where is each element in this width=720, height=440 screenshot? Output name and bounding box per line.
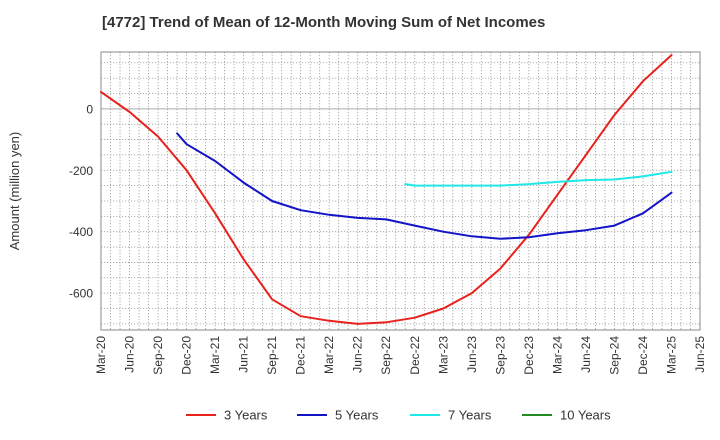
x-tick-labels: Mar-20 Jun-20 Sep-20 Dec-20 Mar-21 Jun-21 Sep-…	[94, 336, 707, 375]
y-tick-labels: 0 -200 -400 -600	[69, 102, 93, 300]
chart-title: [4772] Trend of Mean of 12-Month Moving …	[102, 14, 546, 31]
legend-item: 3 Years	[186, 408, 268, 423]
y-axis-label: Amount (million yen)	[7, 132, 22, 251]
x-tick-label: Sep-24	[607, 336, 621, 375]
y-tick-label: -600	[69, 287, 93, 301]
legend-item: 5 Years	[297, 408, 379, 423]
x-tick-label: Sep-22	[379, 336, 393, 375]
x-tick-label: Mar-25	[665, 336, 679, 374]
y-tick-label: -400	[69, 225, 93, 239]
x-tick-label: Jun-24	[579, 336, 593, 373]
x-tick-label: Mar-24	[550, 336, 564, 374]
x-tick-label: Dec-24	[636, 336, 650, 375]
x-tick-label: Sep-20	[151, 336, 165, 375]
y-tick-label: -200	[69, 164, 93, 178]
x-tick-label: Dec-21	[294, 336, 308, 375]
x-tick-label: Dec-20	[180, 336, 194, 375]
x-tick-label: Mar-23	[436, 336, 450, 374]
series-lines	[100, 54, 673, 325]
grid-lines	[101, 52, 700, 330]
x-tick-label: Mar-20	[94, 336, 108, 374]
x-tick-label: Mar-21	[208, 336, 222, 374]
x-tick-label: Sep-21	[265, 336, 279, 375]
x-tick-label: Dec-22	[408, 336, 422, 375]
x-tick-label: Sep-23	[493, 336, 507, 375]
x-tick-label: Jun-25	[693, 336, 707, 373]
series-line-3-years	[100, 54, 673, 325]
x-tick-label: Jun-23	[465, 336, 479, 373]
series-line-5-years	[176, 132, 673, 240]
legend-label: 7 Years	[448, 408, 492, 423]
x-tick-label: Jun-20	[123, 336, 137, 373]
legend: 3 Years 5 Years 7 Years 10 Years	[186, 408, 611, 423]
x-tick-label: Jun-22	[351, 336, 365, 373]
y-tick-label: 0	[86, 102, 93, 116]
legend-label: 10 Years	[560, 408, 611, 423]
plot-frame	[100, 51, 701, 331]
legend-label: 5 Years	[335, 408, 379, 423]
x-tick-label: Dec-23	[522, 336, 536, 375]
plot-border	[100, 51, 701, 331]
legend-item: 10 Years	[522, 408, 611, 423]
x-tick-label: Jun-21	[237, 336, 251, 373]
legend-item: 7 Years	[410, 408, 492, 423]
x-tick-label: Mar-22	[322, 336, 336, 374]
series-line-7-years	[404, 170, 673, 187]
legend-label: 3 Years	[224, 408, 268, 423]
